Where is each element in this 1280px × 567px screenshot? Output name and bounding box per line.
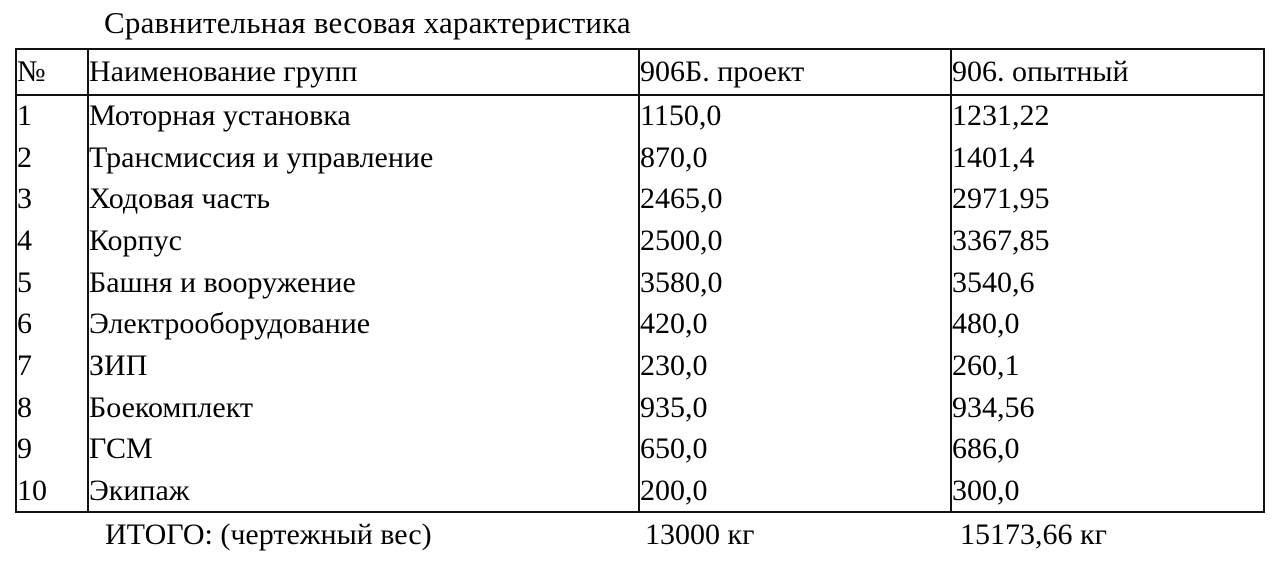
row-value-project: 650,0	[638, 428, 951, 471]
row-value-experimental: 480,0	[950, 303, 1265, 346]
row-group-name: Башня и вооружение	[87, 261, 639, 304]
table-row: 2 Трансмиссия и управление 870,0 1401,4	[15, 136, 1265, 179]
row-value-experimental: 3540,6	[950, 261, 1265, 304]
table-row: 5 Башня и вооружение 3580,0 3540,6	[15, 261, 1265, 304]
table-header: № Наименование групп 906Б. проект 906. о…	[15, 48, 1265, 96]
table-row: 3 Ходовая часть 2465,0 2971,95	[15, 178, 1265, 221]
row-group-name: Трансмиссия и управление	[87, 136, 639, 179]
table-body: 1 Моторная установка 1150,0 1231,22 2 Тр…	[15, 95, 1265, 513]
weight-comparison-table: № Наименование групп 906Б. проект 906. о…	[15, 48, 1265, 513]
row-value-project: 2465,0	[638, 178, 951, 221]
table-row: 8 Боекомплект 935,0 934,56	[15, 386, 1265, 429]
table-row: 9 ГСМ 650,0 686,0	[15, 428, 1265, 471]
row-number: 1	[15, 95, 88, 137]
table-row: 1 Моторная установка 1150,0 1231,22	[15, 95, 1265, 137]
table-row: 4 Корпус 2500,0 3367,85	[15, 220, 1265, 262]
totals-label: ИТОГО: (чертежный вес)	[105, 518, 432, 551]
row-number: 9	[15, 428, 88, 471]
row-number: 5	[15, 261, 88, 304]
row-number: 6	[15, 303, 88, 346]
totals-row: ИТОГО: (чертежный вес) 13000 кг 15173,66…	[15, 513, 1263, 567]
column-header-906-experimental: 906. опытный	[950, 48, 1265, 96]
row-value-experimental: 3367,85	[950, 220, 1265, 262]
column-header-906b-project: 906Б. проект	[638, 48, 951, 96]
row-group-name: Экипаж	[87, 470, 639, 513]
row-group-name: ГСМ	[87, 428, 639, 471]
row-number: 4	[15, 220, 88, 262]
row-value-experimental: 300,0	[950, 470, 1265, 513]
table-header-row: № Наименование групп 906Б. проект 906. о…	[15, 48, 1265, 96]
row-group-name: ЗИП	[87, 345, 639, 387]
row-value-experimental: 686,0	[950, 428, 1265, 471]
row-value-project: 2500,0	[638, 220, 951, 262]
row-group-name: Моторная установка	[87, 95, 639, 137]
row-value-experimental: 1231,22	[950, 95, 1265, 137]
row-value-project: 3580,0	[638, 261, 951, 304]
row-value-project: 935,0	[638, 386, 951, 429]
row-value-experimental: 2971,95	[950, 178, 1265, 221]
page-title: Сравнительная весовая характеристика	[104, 5, 631, 40]
row-value-project: 230,0	[638, 345, 951, 387]
row-value-experimental: 260,1	[950, 345, 1265, 387]
column-header-group-name: Наименование групп	[87, 48, 639, 96]
table-row: 10 Экипаж 200,0 300,0	[15, 470, 1265, 513]
row-number: 2	[15, 136, 88, 179]
row-value-project: 200,0	[638, 470, 951, 513]
table-row: 7 ЗИП 230,0 260,1	[15, 345, 1265, 387]
row-value-project: 1150,0	[638, 95, 951, 137]
table-row: 6 Электрооборудование 420,0 480,0	[15, 303, 1265, 346]
row-value-project: 870,0	[638, 136, 951, 179]
row-number: 8	[15, 386, 88, 429]
row-value-project: 420,0	[638, 303, 951, 346]
totals-value-project: 13000 кг	[645, 518, 755, 551]
row-number: 3	[15, 178, 88, 221]
row-group-name: Ходовая часть	[87, 178, 639, 221]
row-group-name: Корпус	[87, 220, 639, 262]
row-group-name: Боекомплект	[87, 386, 639, 429]
row-number: 10	[15, 470, 88, 513]
row-value-experimental: 1401,4	[950, 136, 1265, 179]
row-number: 7	[15, 345, 88, 387]
row-value-experimental: 934,56	[950, 386, 1265, 429]
totals-value-experimental: 15173,66 кг	[960, 518, 1107, 551]
row-group-name: Электрооборудование	[87, 303, 639, 346]
column-header-number: №	[15, 48, 88, 96]
